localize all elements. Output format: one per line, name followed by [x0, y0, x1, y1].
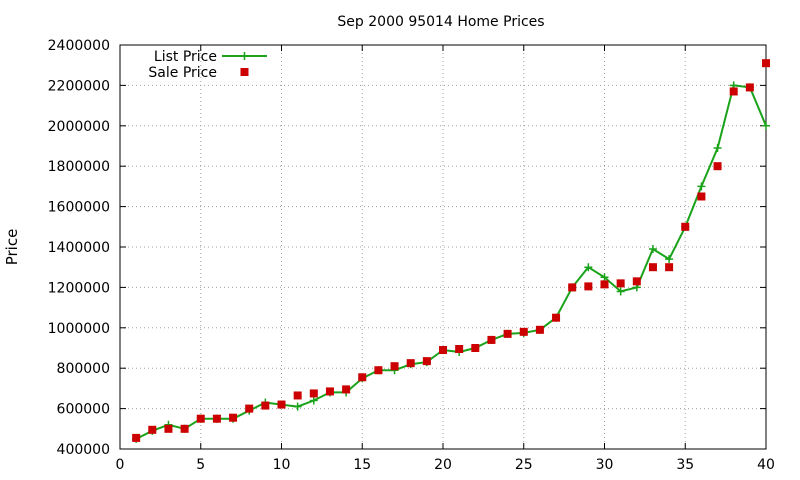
sale-price-point — [600, 280, 609, 289]
sale-price-point — [374, 366, 383, 375]
legend-label-sale-price: Sale Price — [148, 65, 217, 81]
sale-price-point — [325, 387, 334, 396]
x-tick-label: 5 — [196, 457, 205, 473]
sale-price-point — [293, 391, 302, 400]
sale-price-point — [745, 83, 754, 92]
legend-label-list-price: List Price — [154, 49, 217, 65]
y-tick-label: 2400000 — [48, 38, 110, 54]
sale-price-point — [519, 327, 528, 336]
sale-price-point — [632, 277, 641, 286]
list-price-point — [293, 402, 302, 411]
axis-ticks: 0 5 10 15 20 25 30 35 40 400000 600000 800000 100000… — [48, 38, 775, 473]
y-tick-label: 1000000 — [48, 321, 110, 337]
sale-price-point — [422, 357, 431, 366]
list-price-point — [309, 396, 318, 405]
y-tick-label: 800000 — [57, 361, 110, 377]
list-price-point — [600, 273, 609, 282]
sale-price-point — [503, 329, 512, 338]
sale-price-point — [132, 433, 141, 442]
sale-price-point — [471, 344, 480, 352]
sale-price-point — [406, 359, 415, 368]
sale-price-point — [439, 346, 447, 355]
y-tick-label: 1200000 — [48, 280, 110, 296]
list-price-point — [648, 245, 657, 254]
x-tick-label: 0 — [116, 457, 125, 473]
sale-price-point — [584, 282, 593, 291]
sale-price-point — [535, 325, 544, 334]
sale-price-point — [455, 345, 464, 354]
y-tick-label: 2000000 — [48, 119, 110, 135]
sale-price-point — [665, 263, 674, 272]
sale-price-point — [648, 263, 657, 272]
sale-price-point — [277, 400, 286, 409]
sale-price-point — [552, 313, 561, 322]
list-price-point — [584, 263, 593, 272]
chart-title: Sep 2000 95014 Home Prices — [337, 14, 544, 30]
y-tick-label: 1600000 — [48, 200, 110, 216]
x-tick-label: 25 — [515, 457, 533, 473]
legend-marker-list-price — [240, 52, 249, 60]
sale-price-point — [164, 424, 173, 433]
sale-price-point — [616, 279, 625, 288]
list-price-point — [665, 255, 674, 264]
sale-price-point — [568, 283, 577, 292]
grid — [120, 45, 766, 449]
y-tick-label: 2200000 — [48, 78, 110, 94]
x-tick-label: 30 — [596, 457, 614, 473]
y-tick-label: 1800000 — [48, 159, 110, 175]
x-tick-label: 35 — [676, 457, 694, 473]
y-axis-label: Price — [3, 229, 21, 266]
list-price-line — [135, 84, 767, 440]
sale-price-point — [245, 404, 254, 413]
sale-price-point — [342, 385, 351, 394]
y-tick-label: 600000 — [57, 402, 110, 418]
sale-price-point — [762, 59, 770, 68]
list-price-point — [697, 182, 706, 191]
sale-price-point — [212, 414, 221, 423]
data-series — [132, 59, 770, 443]
sale-price-point — [697, 192, 706, 201]
x-tick-label: 15 — [353, 457, 371, 473]
list-price-point — [616, 287, 625, 296]
sale-price-point — [390, 362, 399, 371]
sale-price-point — [729, 87, 738, 96]
sale-price-point — [229, 413, 238, 422]
sale-price-point — [196, 414, 205, 423]
legend-marker-sale-price — [240, 68, 249, 76]
sale-price-point — [358, 373, 367, 382]
x-tick-label: 10 — [273, 457, 291, 473]
sale-price-point — [309, 389, 318, 398]
list-price-point — [762, 121, 770, 130]
sale-price-point — [713, 162, 722, 171]
sale-price-point — [148, 425, 157, 434]
sale-price-point — [681, 222, 690, 231]
y-tick-label: 1400000 — [48, 240, 110, 256]
x-tick-label: 40 — [757, 457, 775, 473]
x-tick-label: 20 — [434, 457, 452, 473]
y-tick-label: 400000 — [57, 442, 110, 458]
sale-price-point — [487, 335, 496, 344]
list-price-point — [713, 144, 722, 153]
sale-price-point — [180, 424, 189, 433]
sale-price-point — [261, 401, 270, 410]
